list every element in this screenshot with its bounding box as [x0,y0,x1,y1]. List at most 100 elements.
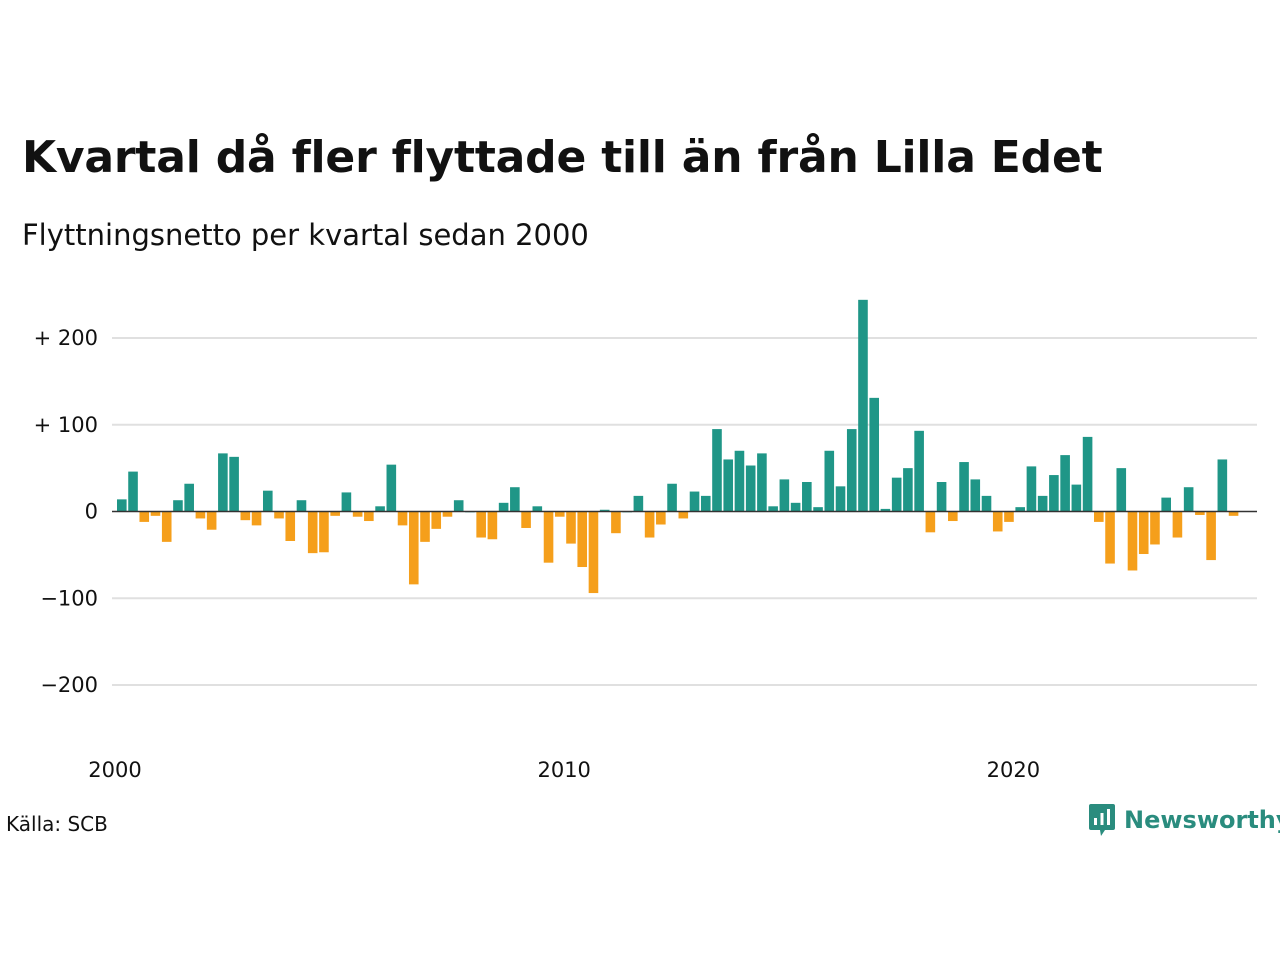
bar [914,430,924,512]
x-tick-label: 2020 [987,758,1040,782]
bar [1228,511,1239,516]
bar [375,506,385,512]
bar [611,511,621,534]
bar [835,486,846,512]
y-tick-label: −100 [40,586,98,610]
bar [229,456,239,512]
bar [240,511,251,521]
bar-chart: + 200 + 100 0 −100 −200 2000 2010 2020 [34,299,1257,782]
bar [667,483,677,512]
bar [307,511,318,554]
bar [588,511,599,594]
bar [1082,436,1093,512]
bar [498,502,509,512]
bar [218,453,228,512]
bar [554,511,565,517]
chart-speech-bubble-icon [1089,804,1115,836]
bar [869,397,880,512]
bar [1150,511,1160,545]
bar [195,511,206,519]
bar [397,511,408,526]
x-tick-label: 2010 [537,758,590,782]
y-tick-label: 0 [85,500,98,524]
bar [453,500,464,512]
bar [285,511,296,541]
bar [319,511,329,553]
bar [1094,511,1104,522]
bar [1161,497,1171,512]
bar [1195,511,1205,515]
y-tick-label: + 200 [34,326,98,350]
bar [880,508,891,512]
bar [420,511,430,542]
x-tick-label: 2000 [88,758,141,782]
bar [1183,487,1194,512]
bar [1172,511,1183,538]
bar [858,299,868,512]
bar [566,511,576,544]
bar [274,511,284,519]
bar [1217,459,1228,512]
bar [206,511,217,530]
bar [1037,495,1048,512]
chart-subtitle: Flyttningsnetto per kvartal sedan 2000 [22,218,589,252]
bar [790,502,801,512]
bar [1015,507,1025,512]
bar [656,511,666,525]
brand-name: Newsworthy [1124,806,1280,834]
bar [959,462,969,512]
bar [1105,511,1115,564]
bar [1116,468,1127,512]
bar [689,491,700,512]
bar [128,471,138,512]
bar [599,509,610,512]
axes: + 200 + 100 0 −100 −200 2000 2010 2020 [34,326,1257,782]
bar [723,459,734,512]
bar [352,511,363,517]
bar [757,453,767,512]
chart-title: Kvartal då fler flyttade till än från Li… [22,132,1103,183]
bar [262,490,273,512]
bar [1004,511,1014,522]
bar [341,492,352,512]
bar [510,487,520,512]
bar [408,511,419,585]
bar [431,511,442,529]
bar [948,511,958,522]
bar [802,482,812,512]
bar [768,506,778,512]
bar [712,429,722,512]
bar [139,511,150,522]
bar [925,511,936,533]
bar [1071,484,1082,512]
bar [532,506,543,512]
source-note: Källa: SCB [6,812,108,836]
bar [364,511,374,522]
bar [644,511,655,538]
bar [824,450,835,512]
y-tick-label: −200 [40,673,98,697]
bar [251,511,262,526]
bar [633,495,644,512]
bar [161,511,172,542]
bar [386,464,397,512]
bar [1026,466,1037,512]
bar [173,500,183,512]
bar [476,511,486,538]
bar [891,477,902,512]
bar [117,499,127,512]
bar [1049,475,1059,512]
bar [745,465,756,512]
bar [779,479,790,512]
bar [678,511,689,519]
bar [970,479,981,512]
bar [734,450,745,512]
brand-logo: Newsworthy [1088,803,1280,837]
bar [296,500,307,512]
bar [184,483,194,512]
bar [813,507,823,512]
bar [1206,511,1216,561]
bar [1127,511,1138,571]
bar [700,495,711,512]
bar [577,511,588,568]
